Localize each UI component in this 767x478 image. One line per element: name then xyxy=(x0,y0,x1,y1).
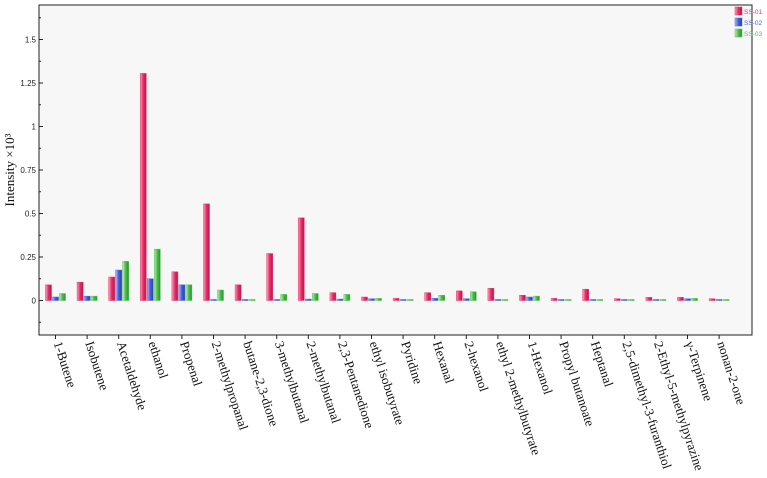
bar-ss-01-7 xyxy=(266,253,273,301)
x-tick-label: ethanol xyxy=(145,339,171,380)
bar-ss-03-11 xyxy=(406,299,414,301)
bar-ss-03-19 xyxy=(659,299,667,301)
legend-label: SS-01 xyxy=(744,9,762,16)
bar-ss-02-16 xyxy=(557,299,565,301)
legend-label: SS-02 xyxy=(744,20,762,27)
bar-ss-03-14 xyxy=(501,299,509,301)
bar-ss-03-16 xyxy=(564,299,572,301)
bar-ss-01-19 xyxy=(645,297,653,301)
bar-ss-02-12 xyxy=(431,298,438,301)
bar-ss-01-10 xyxy=(361,296,368,301)
bar-ss-03-15 xyxy=(533,295,540,301)
bar-ss-02-18 xyxy=(621,299,628,301)
bar-ss-02-0 xyxy=(52,296,59,301)
bar-ss-02-10 xyxy=(368,298,375,301)
y-tick-label: 1 xyxy=(32,123,37,132)
bar-ss-02-20 xyxy=(684,298,691,301)
bar-ss-03-7 xyxy=(280,294,287,301)
y-axis: 0 0.25 0.5 0.75 1 1.25 1.5 xyxy=(20,17,43,323)
bar-ss-03-3 xyxy=(154,248,161,301)
y-tick-label: 0 xyxy=(32,297,37,306)
x-tick-label: 1-Hexanol xyxy=(525,339,556,396)
bar-ss-01-0 xyxy=(45,284,52,301)
bar-ss-01-12 xyxy=(424,292,431,301)
x-tick-label: nonan-2-one xyxy=(714,339,749,406)
bar-ss-02-14 xyxy=(494,299,502,301)
bar-ss-03-1 xyxy=(90,295,98,301)
bar-ss-03-10 xyxy=(375,298,382,301)
bar-ss-01-6 xyxy=(234,284,242,301)
bar-ss-02-15 xyxy=(526,296,533,301)
bar-ss-03-4 xyxy=(185,284,193,301)
bar-ss-03-6 xyxy=(248,299,256,301)
bar-ss-02-19 xyxy=(652,299,660,301)
legend-swatch xyxy=(734,17,743,27)
x-tick-label: Hexanal xyxy=(430,339,458,385)
x-tick-label: Propenal xyxy=(177,339,206,388)
bar-ss-03-20 xyxy=(691,298,698,301)
y-axis-title: Intensity ×10³ xyxy=(2,133,17,206)
legend: SS-01 SS-02 SS-03 xyxy=(734,6,762,38)
bar-ss-03-2 xyxy=(122,261,129,301)
bar-ss-02-13 xyxy=(463,298,470,301)
x-tick-label: Isobutene xyxy=(82,339,112,392)
bar-ss-01-17 xyxy=(582,288,589,301)
x-tick-label: Heptanal xyxy=(588,339,617,389)
bar-ss-03-13 xyxy=(470,291,477,301)
bar-ss-01-14 xyxy=(487,288,495,301)
y-tick-label: 0.5 xyxy=(25,210,37,219)
bar-ss-01-20 xyxy=(677,297,684,301)
bar-ss-02-3 xyxy=(147,278,154,301)
bar-ss-01-21 xyxy=(708,298,716,301)
y-tick-label: 0.75 xyxy=(20,166,36,175)
x-tick-label: 1-Butene xyxy=(51,339,80,389)
bar-ss-01-3 xyxy=(140,73,147,301)
bar-ss-01-13 xyxy=(456,290,463,301)
legend-swatch xyxy=(734,28,743,38)
bar-ss-02-21 xyxy=(715,299,723,301)
bar-ss-03-0 xyxy=(59,293,66,301)
bar-ss-03-18 xyxy=(628,299,635,301)
bar-ss-03-17 xyxy=(596,299,603,301)
bar-ss-02-1 xyxy=(83,295,91,301)
legend-swatch xyxy=(734,6,743,16)
bar-ss-01-8 xyxy=(298,217,305,301)
bar-ss-01-9 xyxy=(329,292,337,301)
legend-label: SS-03 xyxy=(744,31,762,38)
bar-ss-03-12 xyxy=(438,295,445,301)
x-tick-label: 2-hexanol xyxy=(461,339,491,393)
bar-ss-02-5 xyxy=(210,299,217,301)
bar-ss-01-16 xyxy=(550,298,558,301)
bar-ss-01-5 xyxy=(203,203,210,301)
y-tick-label: 1.5 xyxy=(25,36,37,45)
x-tick-label: γ-Terpinene xyxy=(682,338,716,403)
bar-ss-03-21 xyxy=(722,299,730,301)
bar-ss-02-7 xyxy=(273,299,280,301)
bar-ss-02-6 xyxy=(241,299,249,301)
bar-ss-01-18 xyxy=(614,298,621,301)
bar-ss-03-8 xyxy=(312,293,319,301)
bar-ss-01-4 xyxy=(171,271,179,301)
y-tick-label: 1.25 xyxy=(20,79,36,88)
bar-ss-01-15 xyxy=(519,295,526,301)
bar-ss-02-2 xyxy=(115,269,122,301)
bar-ss-01-1 xyxy=(76,281,84,301)
bar-ss-01-2 xyxy=(108,276,115,301)
bars-group xyxy=(45,73,730,301)
bar-ss-02-17 xyxy=(589,299,596,301)
bar-ss-03-5 xyxy=(217,289,224,301)
x-tick-label: Pyridine xyxy=(398,339,426,386)
x-tick-label: Acetaldehyde xyxy=(114,339,150,412)
y-tick-label: 0.25 xyxy=(20,253,36,262)
bar-ss-02-9 xyxy=(336,298,344,301)
bar-ss-02-8 xyxy=(305,298,312,301)
bar-ss-03-9 xyxy=(343,294,351,301)
bar-ss-01-11 xyxy=(392,298,400,301)
bar-ss-02-4 xyxy=(178,284,186,301)
bar-ss-02-11 xyxy=(399,299,407,301)
